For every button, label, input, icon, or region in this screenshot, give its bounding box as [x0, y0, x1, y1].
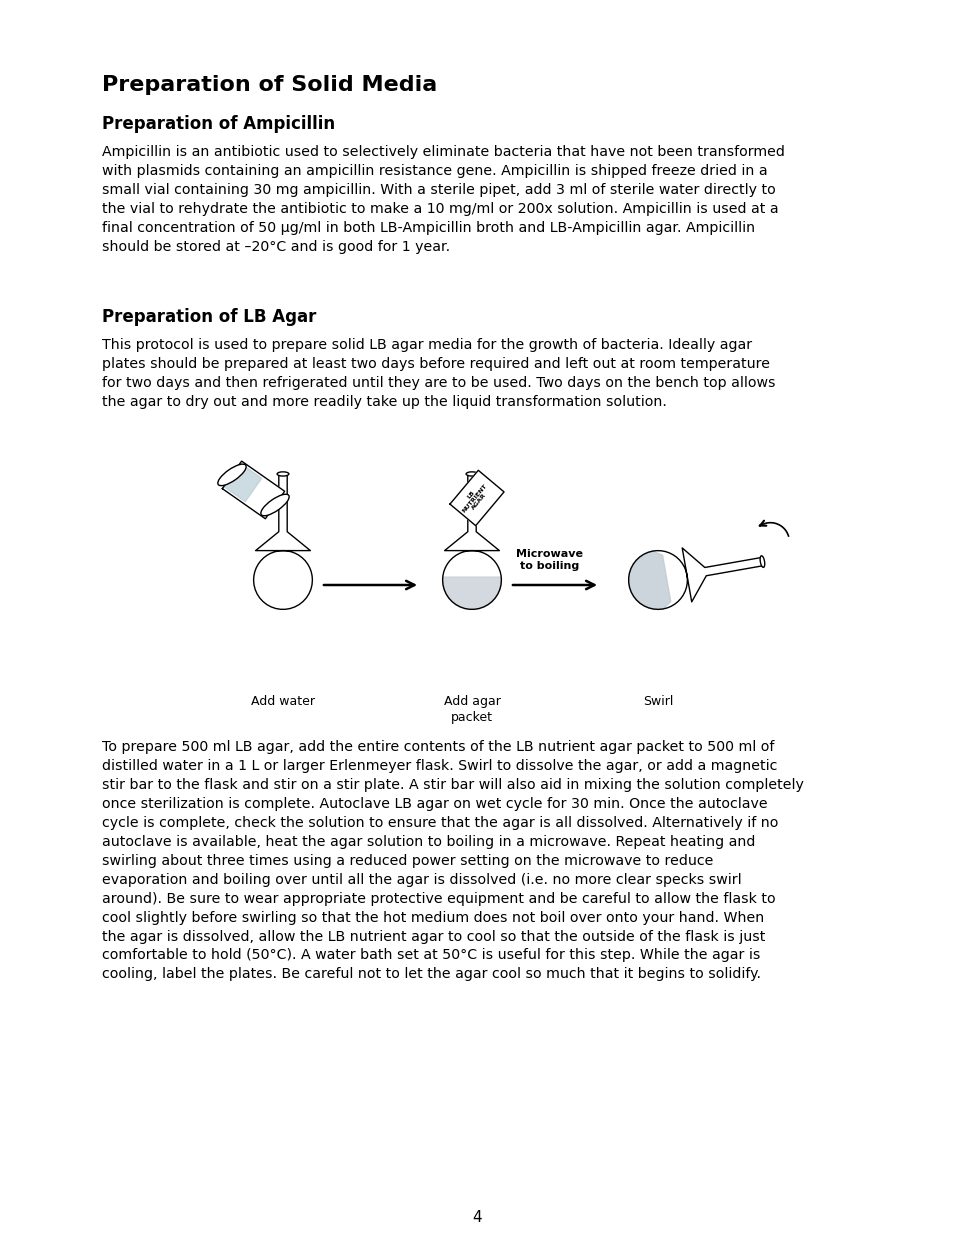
Text: Add agar
packet: Add agar packet	[443, 695, 500, 724]
Text: 4: 4	[472, 1210, 481, 1225]
Ellipse shape	[760, 556, 764, 567]
Polygon shape	[450, 471, 503, 526]
Text: This protocol is used to prepare solid LB agar media for the growth of bacteria.: This protocol is used to prepare solid L…	[102, 338, 775, 409]
Text: Preparation of Ampicillin: Preparation of Ampicillin	[102, 115, 335, 133]
Ellipse shape	[217, 464, 246, 485]
Ellipse shape	[466, 472, 477, 475]
Text: LB
NUTRIENT
AGAR: LB NUTRIENT AGAR	[457, 479, 492, 516]
Polygon shape	[442, 474, 501, 609]
Polygon shape	[222, 461, 284, 519]
Text: Swirl: Swirl	[642, 695, 673, 708]
Ellipse shape	[260, 494, 289, 516]
Polygon shape	[628, 548, 762, 609]
Polygon shape	[224, 463, 261, 501]
Ellipse shape	[276, 472, 289, 475]
Polygon shape	[442, 577, 501, 609]
Text: Microwave
to boiling: Microwave to boiling	[516, 548, 583, 572]
Polygon shape	[628, 551, 670, 609]
Text: Ampicillin is an antibiotic used to selectively eliminate bacteria that have not: Ampicillin is an antibiotic used to sele…	[102, 144, 784, 253]
Polygon shape	[253, 474, 312, 609]
Text: Preparation of Solid Media: Preparation of Solid Media	[102, 75, 436, 95]
Text: Add water: Add water	[251, 695, 314, 708]
Text: To prepare 500 ml LB agar, add the entire contents of the LB nutrient agar packe: To prepare 500 ml LB agar, add the entir…	[102, 740, 803, 982]
Text: Preparation of LB Agar: Preparation of LB Agar	[102, 308, 316, 326]
